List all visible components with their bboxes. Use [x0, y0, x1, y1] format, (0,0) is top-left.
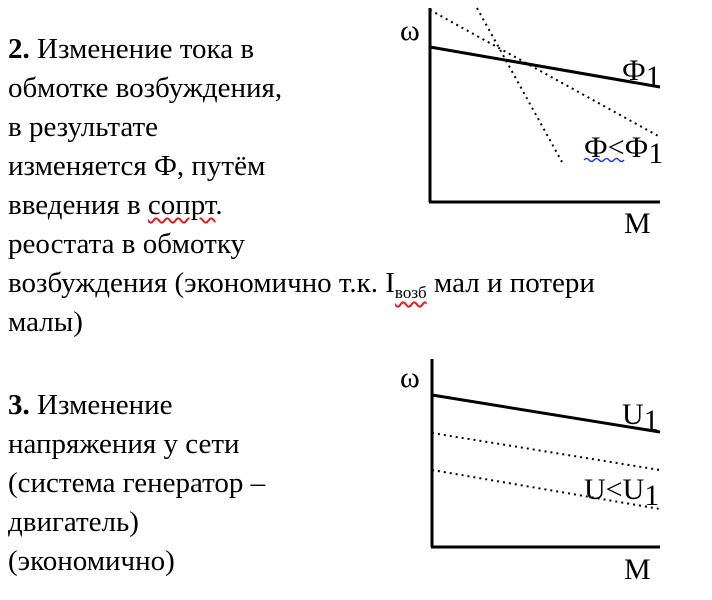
graph-2-dotted-line-2 [431, 469, 661, 510]
section-3-heading: Изменение [29, 389, 173, 421]
graph-1-y-axis-label: ω [400, 14, 420, 47]
graph-1-x-axis-label: М [624, 207, 651, 240]
section-3-line-1: 3. Изменение [8, 386, 265, 425]
section-2-heading: Изменение тока в [29, 33, 255, 65]
section-2-line-7-start: возбуждения (экономично т.к. I [8, 267, 395, 299]
section-3-number: 3. [8, 389, 30, 421]
graph-1-label-phi-lt-phi1: Ф<Ф1 [584, 131, 663, 170]
graph-2-label-u1-main: U [622, 398, 644, 431]
graph-2-label-u-lt-main: U<U [584, 473, 645, 506]
section-2-line-4: изменяется Ф, путём [8, 150, 266, 182]
graph-2-dotted-line-1 [431, 432, 661, 471]
section-2-line-7-end: мал и потери [426, 267, 595, 299]
section-2-line-5: введения в сопрт. [8, 186, 595, 225]
graph-1-curve-phi1 [429, 45, 661, 89]
graph-1-label-phi-lt-sub: 1 [648, 137, 663, 170]
graph-flux-change: ω М Ф1 Ф<Ф1 [400, 7, 663, 240]
section-2-number: 2. [8, 33, 30, 65]
graph-1-dotted-line-1 [429, 9, 661, 138]
section-3-line-4: двигатель) [8, 506, 139, 538]
section-3-line-5: (экономично) [8, 545, 175, 577]
section-2-line-8: малы) [8, 306, 83, 338]
section-2-line-1: 2. Изменение тока в [8, 30, 595, 69]
section-2-line-6: реостата в обмотку [8, 228, 245, 260]
graph-2-curve-u1 [431, 393, 661, 434]
section-2-line-5-end: . [215, 189, 223, 221]
section-2-text: 2. Изменение тока в обмотке возбуждения,… [8, 30, 595, 342]
graph-2-y-axis-label: ω [400, 361, 420, 394]
graph-1-label-phi1: Ф1 [622, 54, 661, 93]
section-3-text: 3. Изменение напряжения у сети (система … [8, 386, 265, 581]
graph-voltage-change: ω М U1 U<U1 [400, 359, 661, 586]
section-2-line-2: обмотке возбуждения, [8, 72, 283, 104]
graph-1-label-phi1-main: Ф [622, 54, 646, 87]
section-2-line-7: возбуждения (экономично т.к. Iвозб мал и… [8, 264, 595, 303]
spellcheck-word-sopr: сопрт [147, 189, 216, 221]
section-2-line-5-start: введения в [8, 189, 148, 221]
graph-2-label-u-lt-u1: U<U1 [584, 473, 659, 512]
section-2-line-3: в результате [8, 111, 159, 143]
section-3-line-2: напряжения у сети [8, 428, 240, 460]
graph-2-label-u1: U1 [622, 398, 659, 437]
graph-1-label-phi1-sub: 1 [646, 60, 661, 93]
graph-1-spellcheck-underline [583, 157, 625, 163]
current-subscript-vozb: возб [394, 283, 427, 302]
section-3-line-3: (система генератор – [8, 467, 266, 499]
graph-2-label-u-lt-sub: 1 [644, 479, 659, 512]
graph-2-label-u1-sub: 1 [644, 404, 659, 437]
graph-2-x-axis-label: М [624, 553, 651, 586]
graph-1-dotted-line-2 [476, 7, 563, 163]
